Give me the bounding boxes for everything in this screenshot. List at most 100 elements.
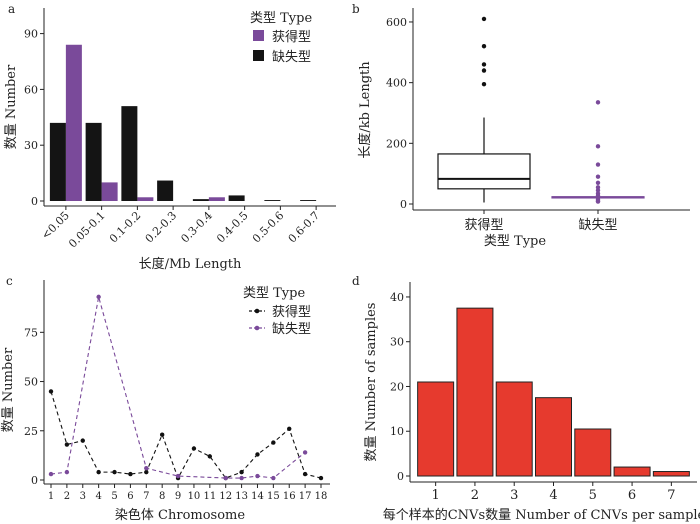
panel-c-x-tick-label: 5 <box>111 491 117 502</box>
panel-c-lines <box>48 294 324 481</box>
panel-c-point-gain <box>128 471 133 477</box>
panel-c-x-tick-label: 13 <box>235 491 248 502</box>
panel-d-y-tick-label: 40 <box>390 291 404 304</box>
panel-c-point-loss <box>302 450 308 455</box>
panel-a-bar-gain <box>137 197 154 201</box>
panel-b-x-tick-label: 缺失型 <box>578 218 617 233</box>
panel-d-x-tick-label: 4 <box>549 488 557 503</box>
panel-c-point-gain <box>112 469 117 475</box>
panel-c-y-tick-label: 25 <box>24 425 38 438</box>
panel-c-point-gain <box>271 440 276 445</box>
panel-b-y-ticks: 0 200 400 600 <box>386 16 413 211</box>
panel-c-legend-title: 类型 Type <box>243 286 305 301</box>
panel-a-legend-swatch-gain <box>253 30 264 41</box>
panel-b-x-ticks: 获得型 缺失型 <box>464 210 618 233</box>
panel-c-point-gain <box>48 389 54 394</box>
panel-a-x-tick-label: 0.2-0.3 <box>143 209 180 246</box>
panel-d-bar <box>652 471 690 477</box>
panel-b-outlier-gain <box>481 81 487 87</box>
panel-b-y-tick-label: 400 <box>386 77 407 90</box>
panel-d-x-ticks: 1 2 3 4 5 6 7 <box>432 482 675 503</box>
panel-c-x-tick-label: 3 <box>80 491 86 502</box>
panel-a-bar-loss <box>49 122 66 201</box>
panel-b-outlier-loss <box>595 185 601 190</box>
panel-b-outlier-gain <box>481 16 487 22</box>
panel-a-x-ticks: <0.050.05-0.1 0.1-0.2 0.2-0.3 0.3-0.4 0.4-0.… <box>39 206 322 250</box>
panel-c-point-gain <box>144 469 149 475</box>
panel-d-y-tick-label: 10 <box>390 425 404 438</box>
panel-a-legend-swatch-loss <box>253 50 264 61</box>
panel-c-point-gain <box>80 438 85 443</box>
panel-a-x-tick-label: 0.1-0.2 <box>107 209 144 246</box>
panel-a-y-tick-label: 0 <box>31 195 38 208</box>
panel-a-x-tick-label: <0.05 <box>39 209 72 242</box>
panel-b-outlier-loss <box>595 193 601 198</box>
panel-a-x-axis-label: 长度/Mb Length <box>139 256 242 272</box>
panel-a-bar-loss <box>85 122 102 201</box>
panel-c-y-ticks: 0 25 50 75 <box>24 326 44 487</box>
panel-c-y-tick-label: 75 <box>24 326 38 339</box>
panel-c-point-gain <box>191 446 197 451</box>
panel-d-y-tick-label: 30 <box>390 336 404 349</box>
panel-c-point-loss <box>175 473 181 479</box>
panel-c-point-gain <box>159 432 165 437</box>
panel-c-x-tick-label: 8 <box>159 491 165 502</box>
panel-b-outlier-loss <box>595 174 601 179</box>
panel-b-y-tick-label: 600 <box>386 16 407 29</box>
panel-d-bar <box>574 428 612 477</box>
panel-c-legend: 类型 Type 获得型 缺失型 <box>243 286 311 337</box>
panel-c-y-axis-label: 数量 Number <box>1 347 16 432</box>
panel-c-point-gain <box>64 442 70 447</box>
panel-b-outlier-loss <box>595 199 601 204</box>
panel-b-x-axis-label: 类型 Type <box>484 234 546 249</box>
panel-a-x-tick-label: 0.4-0.5 <box>214 209 251 246</box>
panel-c-x-tick-label: 2 <box>64 491 70 502</box>
panel-b-outlier-gain <box>481 44 487 49</box>
panel-b-outlier-loss <box>595 188 601 193</box>
panel-d-bar <box>495 381 533 477</box>
panel-c-point-loss <box>223 475 228 481</box>
panel-a-x-tick-label: 0.3-0.4 <box>178 209 215 246</box>
panel-d: d 0 10 20 30 40 1 2 3 4 5 6 7 数量 Number of samples… <box>352 274 700 523</box>
panel-d-x-tick-label: 3 <box>510 488 518 503</box>
panel-b-outlier-loss <box>595 100 601 105</box>
panel-d-y-tick-label: 20 <box>390 380 404 393</box>
panel-a-letter: a <box>8 2 15 16</box>
panel-b-box-gain <box>437 153 531 190</box>
panel-a-y-tick-label: 30 <box>24 139 38 152</box>
panel-d-y-ticks: 0 10 20 30 40 <box>390 291 410 483</box>
panel-a-y-axis-label: 数量 Number <box>4 64 19 149</box>
panel-c-x-axis-label: 染色体 Chromosome <box>115 507 245 523</box>
panel-a-bar-loss <box>300 200 317 201</box>
panel-d-bar <box>535 397 572 477</box>
panel-c-point-loss <box>64 469 70 475</box>
panel-c-point-loss <box>239 475 244 481</box>
panel-d-x-tick-label: 1 <box>432 488 440 503</box>
panel-b-outlier-loss <box>595 180 601 185</box>
panel-c-point-gain <box>302 471 308 477</box>
panel-c-x-tick-label: 4 <box>95 491 101 502</box>
panel-a-bar-loss <box>192 199 209 201</box>
panel-c-point-gain <box>96 469 101 475</box>
panel-c-x-tick-label: 7 <box>143 491 149 502</box>
panel-c-x-tick-label: 14 <box>251 491 264 502</box>
panel-b-y-tick-label: 0 <box>400 198 407 211</box>
panel-d-y-tick-label: 0 <box>397 470 404 483</box>
panel-d-x-tick-label: 6 <box>628 488 636 503</box>
panel-c-y-tick-label: 50 <box>24 376 38 389</box>
panel-d-bar <box>613 466 651 477</box>
panel-a-bar-gain <box>101 182 118 201</box>
panel-a-bar-loss <box>121 106 138 201</box>
panel-c-x-tick-label: 9 <box>175 491 181 502</box>
panel-d-x-axis-label: 每个样本的CNVs数量 Number of CNVs per sample <box>383 507 700 523</box>
panel-c-point-gain <box>318 475 324 481</box>
panel-a-bar-loss <box>264 200 281 201</box>
panel-c-x-tick-label: 6 <box>127 491 133 502</box>
panel-c-point-gain <box>207 454 213 459</box>
panel-c-x-tick-label: 18 <box>315 491 328 502</box>
panel-c-point-loss <box>271 475 276 481</box>
panel-b-y-axis-label: 长度/kb Length <box>357 61 373 159</box>
panel-b-outlier-loss <box>595 144 601 149</box>
